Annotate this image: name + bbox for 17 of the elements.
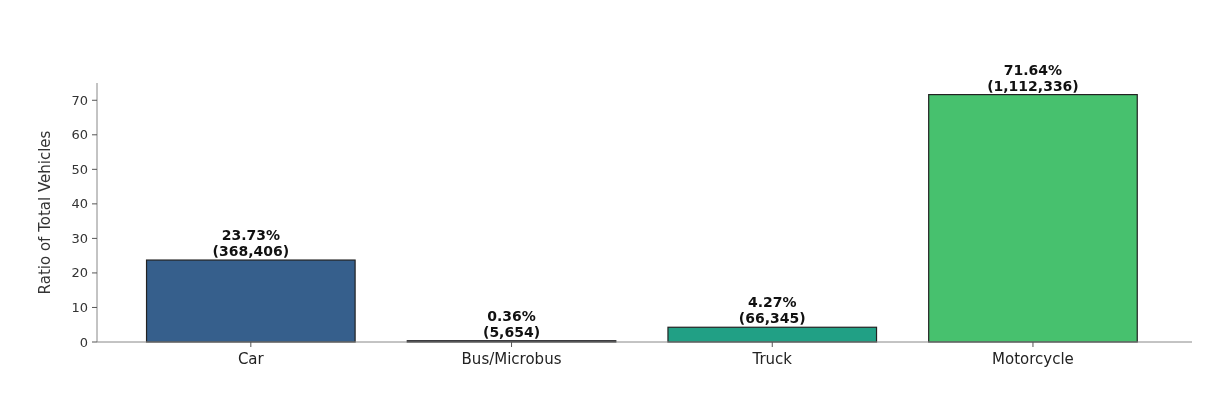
y-tick-label: 10 [71, 300, 88, 316]
data-label: 71.64% (1,112,336) [987, 61, 1079, 94]
y-axis-title: Ratio of Total Vehicles [36, 130, 54, 295]
y-tick-label: 30 [71, 230, 88, 246]
data-label: 4.27% (66,345) [738, 294, 806, 327]
x-tick-label: Car [237, 350, 265, 368]
y-tick-label: 70 [71, 92, 88, 108]
x-tick-label: Bus/Microbus [461, 350, 562, 368]
y-tick-label: 50 [71, 161, 88, 177]
y-tick-label: 0 [79, 334, 88, 350]
data-label: 0.36% (5,654) [482, 307, 541, 340]
x-tick-label: Truck [751, 350, 793, 368]
y-tick-label: 60 [71, 127, 88, 143]
data-label: 23.73% (368,406) [212, 227, 290, 260]
y-tick-label: 20 [71, 265, 88, 281]
y-tick-label: 40 [71, 196, 88, 212]
x-tick-label: Motorcycle [992, 350, 1074, 368]
